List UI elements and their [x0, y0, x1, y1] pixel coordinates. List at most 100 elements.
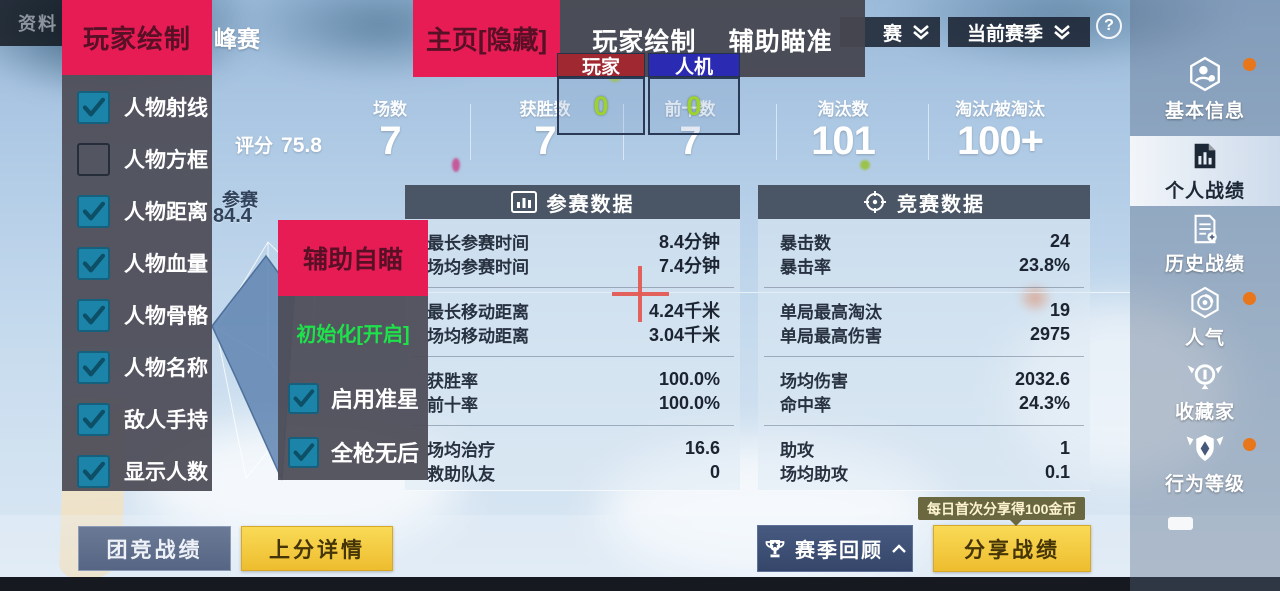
home-hide-button[interactable]: 主页[隐藏] — [413, 0, 560, 77]
toggle-player-distance[interactable]: 人物距离 — [62, 185, 212, 237]
stat-kills: 淘汰数 101 — [811, 100, 876, 163]
sidebar-item-history-stats[interactable]: 历史战绩 — [1130, 212, 1280, 276]
checkbox[interactable] — [77, 194, 110, 228]
divider — [928, 104, 929, 160]
profile-sidebar: 基本信息 个人战绩 历史战绩 人气 收藏家 行为等级 — [1130, 0, 1280, 591]
toggle-player-skeleton[interactable]: 人物骨骼 — [62, 289, 212, 341]
checkbox[interactable] — [77, 454, 110, 488]
player-draw-panel-body: 人物射线 人物方框 人物距离 人物血量 人物骨骼 人物名称 — [62, 75, 212, 491]
bar-chart-icon — [510, 191, 537, 213]
participation-panel: 参赛数据 最长参赛时间 8.4分钟 场均参赛时间 7.4分钟 最长移动距离 4.24千… — [405, 185, 740, 491]
radar-value: 84.4 — [213, 205, 252, 227]
checkbox[interactable] — [77, 402, 110, 436]
toggle-crosshair[interactable]: 启用准星 — [288, 376, 419, 420]
toggle-show-player-count[interactable]: 显示人数 — [62, 445, 212, 497]
bot-count-value: 0 — [686, 90, 702, 121]
divider — [470, 104, 471, 160]
stat-matches: 场数 7 — [373, 100, 407, 163]
game-mode-text: 峰赛 — [214, 26, 260, 52]
bottom-letterbox — [0, 577, 1280, 591]
toggle-enemy-weapon[interactable]: 敌人手持 — [62, 393, 212, 445]
sidebar-item-basic-info[interactable]: 基本信息 — [1130, 52, 1280, 126]
bot-counter-box: 0 — [648, 77, 740, 135]
panel-title: 竞赛数据 — [897, 193, 985, 216]
crosshair-icon — [638, 266, 642, 322]
toggle-no-recoil[interactable]: 全枪无后 — [288, 430, 419, 474]
divider — [623, 104, 624, 160]
player-draw-panel-title: 玩家绘制 — [62, 0, 212, 75]
participation-panel-header: 参赛数据 — [405, 185, 740, 219]
stat-group: 场均治疗 16.6 救助队友 0 — [411, 425, 734, 494]
behavior-shield-icon — [1186, 434, 1224, 462]
toggle-player-health[interactable]: 人物血量 — [62, 237, 212, 289]
player-draw-panel: 玩家绘制 人物射线 人物方框 人物距离 人物血量 人物骨骼 — [62, 0, 212, 491]
collector-badge-icon — [1187, 364, 1223, 390]
player-counter-button[interactable]: 玩家 — [557, 53, 645, 78]
stat-group: 最长移动距离 4.24千米 场均移动距离 3.04千米 — [411, 287, 734, 356]
mode-dropdown-label: 赛 — [882, 23, 902, 45]
aim-assist-panel-title: 辅助自瞄 — [278, 220, 428, 296]
stat-kd: 淘汰/被淘汰 100+ — [955, 100, 1045, 163]
sidebar-item-collector[interactable]: 收藏家 — [1130, 360, 1280, 424]
toggle-player-ray[interactable]: 人物射线 — [62, 81, 212, 133]
bot-counter-button[interactable]: 人机 — [648, 53, 740, 78]
checkbox[interactable] — [77, 246, 110, 280]
stat-top10: 前十数 7 — [664, 100, 716, 163]
stat-group: 最长参赛时间 8.4分钟 场均参赛时间 7.4分钟 — [427, 232, 720, 277]
checkbox[interactable] — [288, 382, 319, 414]
rating-label: 评分 — [235, 136, 274, 157]
stat-group: 暴击数 24 暴击率 23.8% — [780, 230, 1070, 277]
stat-group: 场均伤害 2032.6 命中率 24.3% — [764, 356, 1084, 425]
share-tooltip: 每日首次分享得100金币 — [918, 497, 1086, 526]
season-review-button[interactable]: 赛季回顾 — [757, 525, 913, 572]
player-counter-box: 0 — [557, 77, 645, 135]
target-icon — [864, 191, 886, 213]
stat-group: 助攻 1 场均助攻 0.1 — [764, 425, 1084, 494]
checkbox[interactable] — [288, 436, 319, 468]
init-status-text[interactable]: 初始化[开启] — [296, 324, 410, 346]
radar-label: 参赛 — [222, 190, 258, 210]
tab-player-draw[interactable]: 玩家绘制 — [592, 28, 697, 56]
player-count-value: 0 — [593, 90, 609, 121]
chevron-up-icon — [892, 543, 906, 553]
profile-hexagon-icon — [1190, 56, 1220, 91]
season-dropdown-label: 当前赛季 — [966, 23, 1043, 45]
rating-value: 75.8 — [281, 134, 322, 157]
tab-aim-assist[interactable]: 辅助瞄准 — [728, 28, 833, 56]
team-stats-button[interactable]: 团竞战绩 — [78, 526, 231, 571]
rank-details-button[interactable]: 上分详情 — [241, 526, 393, 571]
stat-group: 单局最高淘汰 19 单局最高伤害 2975 — [764, 287, 1084, 356]
season-dropdown[interactable]: 当前赛季 — [948, 17, 1090, 47]
history-document-icon — [1194, 214, 1217, 243]
notification-dot — [1243, 58, 1256, 71]
toggle-player-box[interactable]: 人物方框 — [62, 133, 212, 185]
sidebar-scroll-indicator — [1168, 517, 1193, 530]
checkbox[interactable] — [77, 350, 110, 384]
confetti-pink — [452, 158, 460, 172]
aim-assist-panel: 辅助自瞄 初始化[开启] 启用准星 全枪无后 — [278, 220, 428, 480]
divider — [776, 104, 777, 160]
share-stats-button[interactable]: 分享战绩 — [933, 525, 1091, 572]
stats-document-icon — [1194, 143, 1216, 168]
rating: 评分 75.8 — [235, 131, 322, 158]
notification-dot — [1243, 438, 1256, 451]
panel-title: 参赛数据 — [546, 193, 635, 216]
checkbox[interactable] — [77, 298, 110, 332]
stat-group: 获胜率 100.0% 前十率 100.0% — [411, 356, 734, 425]
checkbox[interactable] — [77, 90, 110, 124]
toggle-player-name[interactable]: 人物名称 — [62, 341, 212, 393]
chevron-down-icon — [1054, 25, 1070, 40]
chevron-down-icon — [913, 25, 929, 40]
aim-assist-panel-body: 初始化[开启] 启用准星 全枪无后 — [278, 296, 428, 480]
help-icon[interactable]: ? — [1096, 13, 1122, 39]
sidebar-item-personal-stats[interactable]: 个人战绩 — [1130, 136, 1280, 206]
checkbox[interactable] — [77, 142, 110, 176]
sidebar-item-popularity[interactable]: 人气 — [1130, 286, 1280, 350]
sidebar-title: 资料 — [18, 14, 58, 34]
notification-dot — [1243, 292, 1256, 305]
competition-panel: 竞赛数据 暴击数 24 暴击率 23.8% 单局最高淘汰 19 单局最高伤害 2975 … — [758, 185, 1090, 491]
trophy-icon — [765, 539, 785, 557]
sidebar-item-behavior-level[interactable]: 行为等级 — [1130, 432, 1280, 496]
competition-panel-header: 竞赛数据 — [758, 185, 1090, 219]
